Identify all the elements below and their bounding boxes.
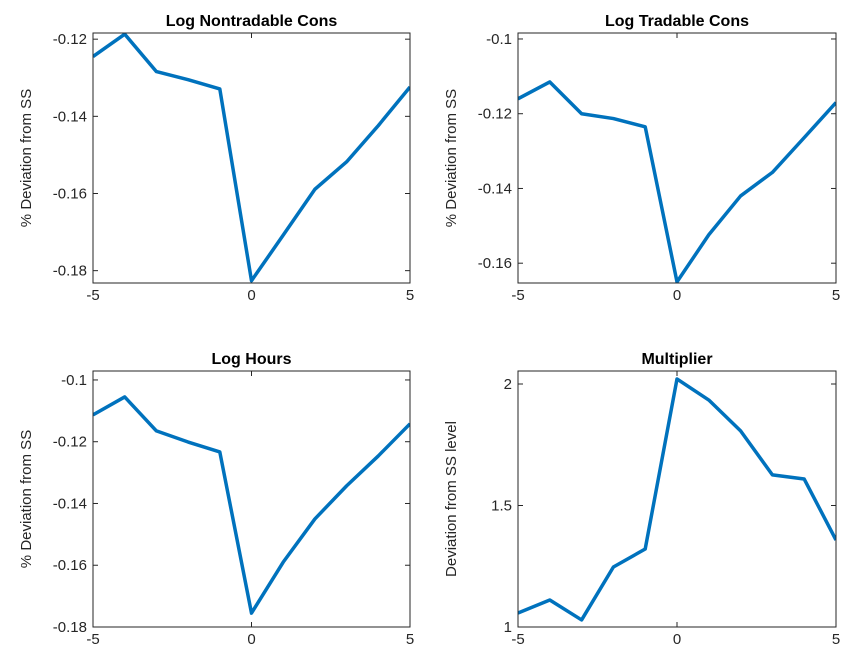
y-tick-label: -0.16 (478, 255, 512, 272)
x-tick-label: 5 (406, 287, 414, 304)
title: Log Tradable Cons (605, 13, 749, 30)
title: Multiplier (641, 351, 712, 368)
y-tick-label: -0.12 (53, 434, 87, 451)
y-tick-label: -0.14 (53, 495, 87, 512)
y-tick-label: -0.16 (53, 557, 87, 574)
y-tick-label: -0.14 (53, 108, 87, 125)
title: Log Hours (212, 351, 292, 368)
axes-box (92, 370, 411, 628)
y-tick-label: -0.1 (61, 372, 87, 389)
x-tick-label: 0 (247, 631, 255, 648)
y-tick-label: -0.12 (53, 31, 87, 48)
x-tick-label: 5 (832, 631, 840, 648)
data-line (93, 33, 410, 283)
y-axis-label: Deviation from SS level (443, 421, 460, 577)
plot-area (93, 395, 410, 615)
x-tick-label: 0 (673, 631, 681, 648)
plot-area (93, 33, 410, 283)
axes-box (92, 32, 411, 284)
y-tick-label: -0.14 (478, 180, 512, 197)
y-tick-label: -0.18 (53, 263, 87, 280)
plot-area (518, 377, 836, 622)
y-axis-label: % Deviation from SS (18, 89, 35, 227)
x-tick-label: -5 (86, 287, 99, 304)
axes-box (517, 32, 837, 284)
y-tick-label: -0.18 (53, 619, 87, 636)
y-axis-label: % Deviation from SS (443, 89, 460, 227)
x-tick-label: 5 (406, 631, 414, 648)
axes-background (93, 371, 410, 627)
y-tick-label: -0.16 (53, 185, 87, 202)
data-line (518, 377, 836, 622)
y-tick-label: -0.1 (486, 31, 512, 48)
axes-background (518, 371, 836, 627)
y-axis-label: % Deviation from SS (18, 430, 35, 568)
title: Log Nontradable Cons (166, 13, 338, 30)
y-tick-label: 1 (504, 619, 512, 636)
y-tick-label: -0.12 (478, 106, 512, 123)
data-line (93, 395, 410, 615)
x-tick-label: 0 (673, 287, 681, 304)
x-tick-label: -5 (86, 631, 99, 648)
x-tick-label: -5 (511, 287, 524, 304)
y-tick-label: 2 (504, 376, 512, 393)
x-tick-label: 5 (832, 287, 840, 304)
axes-background (518, 33, 836, 283)
data-line (518, 80, 836, 283)
x-tick-label: 0 (247, 287, 255, 304)
axes-box (517, 370, 837, 628)
y-tick-label: 1.5 (491, 498, 512, 515)
axes-background (93, 33, 410, 283)
plot-area (518, 80, 836, 283)
x-tick-label: -5 (511, 631, 524, 648)
